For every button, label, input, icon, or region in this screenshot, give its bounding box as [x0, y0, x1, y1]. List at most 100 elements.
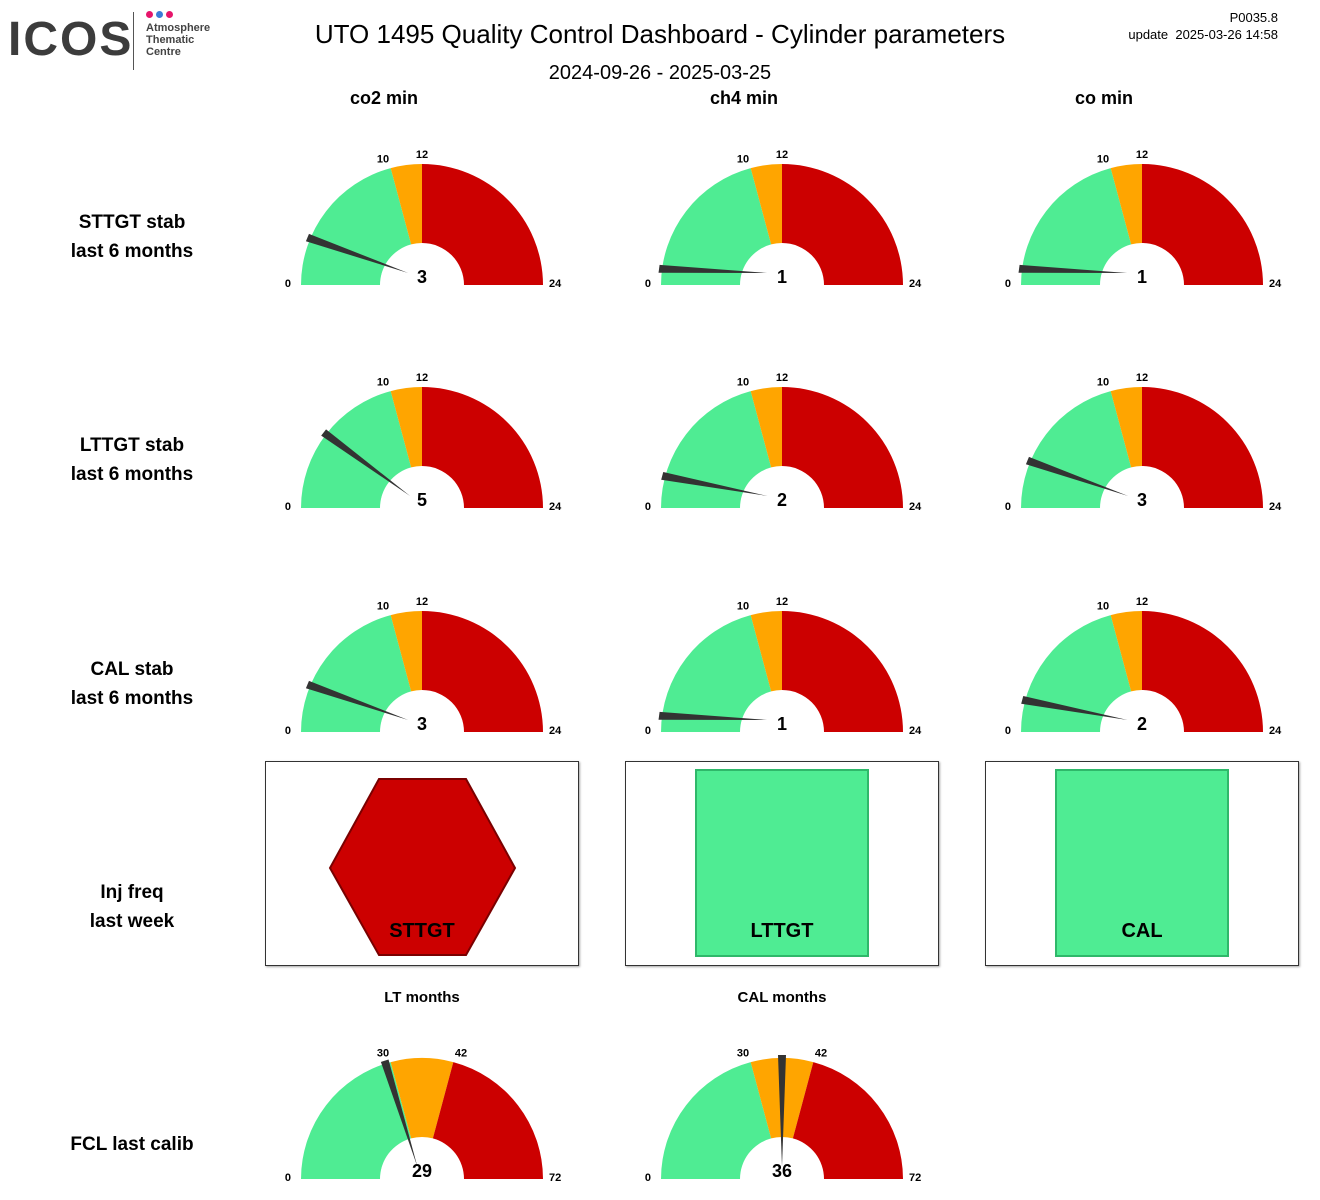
- gauge-orange-band: [390, 387, 422, 468]
- page-title: UTO 1495 Quality Control Dashboard - Cyl…: [314, 19, 1006, 49]
- gauge-needle: [380, 1059, 418, 1167]
- gauge-tick-green: 10: [737, 153, 749, 165]
- gauge-tick-orange: 12: [416, 596, 428, 608]
- logo-dot: [166, 11, 173, 18]
- gauge-red-band: [422, 164, 543, 285]
- logo-subtitle-line: Centre: [146, 46, 181, 58]
- logo-subtitle-line: Thematic: [146, 34, 195, 46]
- row-label-lttgt: LTTGT stab last 6 months: [32, 431, 232, 489]
- gauge-needle: [658, 711, 768, 720]
- logo-dot: [146, 11, 153, 18]
- row-label-injfreq: Inj freq last week: [32, 878, 232, 936]
- row-label-line: LTTGT stab: [79, 435, 185, 456]
- row-label-sttgt: STTGT stab last 6 months: [32, 208, 232, 266]
- square-status-icon: [1055, 769, 1229, 957]
- gauge-tick-max: 24: [1269, 501, 1282, 513]
- gauge-tick-min: 0: [645, 501, 651, 513]
- gauge-tick-max: 72: [909, 1172, 921, 1184]
- gauge-needle: [661, 472, 768, 496]
- gauge-value: 3: [1137, 490, 1147, 510]
- row-label-line: last 6 months: [70, 688, 194, 709]
- gauge-needle: [658, 264, 768, 273]
- row-label-line: last week: [89, 911, 175, 932]
- gauge-tick-min: 0: [1005, 501, 1011, 513]
- gauge: 0 10 12 24 3: [1005, 372, 1282, 513]
- gauge-green-band: [301, 168, 412, 285]
- gauge-needle: [305, 233, 409, 273]
- logo-dot: [156, 11, 163, 18]
- gauge-tick-orange: 12: [1136, 149, 1148, 161]
- gauge-tick-green: 30: [737, 1047, 749, 1059]
- gauge-tick-min: 0: [1005, 725, 1011, 737]
- gauge-tick-max: 72: [549, 1172, 561, 1184]
- inj-freq-label: CAL: [1121, 920, 1163, 942]
- version-label: P0035.8: [1229, 10, 1278, 25]
- gauge-tick-green: 10: [737, 600, 749, 612]
- gauge-value: 3: [417, 267, 427, 287]
- gauge-orange-band: [1110, 164, 1142, 245]
- gauge-tick-orange: 12: [776, 149, 788, 161]
- gauge-red-band: [432, 1062, 543, 1179]
- gauge: 0 10 12 24 3: [285, 149, 562, 290]
- gauge: 0 30 42 72 36: [645, 1047, 921, 1184]
- gauge-green-band: [1021, 615, 1132, 732]
- gauge-green-band: [661, 391, 772, 508]
- gauge: 0 10 12 24 5: [285, 372, 562, 513]
- gauge-tick-green: 10: [377, 376, 389, 388]
- gauge-green-band: [1021, 168, 1132, 285]
- gauge-tick-max: 24: [1269, 278, 1282, 290]
- column-header-co: co min: [1074, 88, 1133, 108]
- hexagon-status-icon: [328, 778, 517, 956]
- gauge-value: 1: [777, 267, 787, 287]
- gauge-value: 2: [1137, 714, 1147, 734]
- inj-freq-label: STTGT: [389, 920, 455, 942]
- gauge: 0 10 12 24 1: [1005, 149, 1282, 290]
- gauge-value: 36: [772, 1161, 792, 1181]
- gauge-green-band: [301, 615, 412, 732]
- gauge: 0 10 12 24 2: [645, 372, 922, 513]
- row-label-line: CAL stab: [90, 659, 174, 680]
- gauge-value: 5: [417, 490, 427, 510]
- logo-divider: [133, 12, 134, 70]
- gauge-tick-min: 0: [285, 501, 291, 513]
- row-label-cal: CAL stab last 6 months: [32, 655, 232, 713]
- column-header-ch4: ch4 min: [709, 88, 779, 108]
- gauge-tick-min: 0: [645, 1172, 651, 1184]
- gauge-orange-band: [1110, 387, 1142, 468]
- gauge-needle: [1021, 696, 1128, 720]
- column-header-co2: co2 min: [349, 88, 419, 108]
- gauge-green-band: [661, 168, 772, 285]
- gauge: 0 10 12 24 1: [645, 596, 922, 737]
- gauge-tick-min: 0: [285, 725, 291, 737]
- logo-wordmark: ICOS: [8, 13, 134, 66]
- gauge-tick-orange: 12: [1136, 372, 1148, 384]
- gauge-needle: [1018, 264, 1128, 273]
- gauge-tick-orange: 12: [776, 372, 788, 384]
- gauge-tick-min: 0: [1005, 278, 1011, 290]
- row-label-line: last 6 months: [70, 241, 194, 262]
- fcl-gauge-title-cal: CAL months: [737, 989, 827, 1006]
- gauge-tick-orange: 12: [776, 596, 788, 608]
- gauge-green-band: [301, 1062, 412, 1179]
- gauge-orange-band: [390, 611, 422, 692]
- gauge-tick-orange: 12: [416, 149, 428, 161]
- inj-freq-panel-sttgt: STTGT: [265, 761, 579, 966]
- inj-freq-panel-lttgt: LTTGT: [625, 761, 939, 966]
- logo-subtitle: Atmosphere Thematic Centre: [146, 22, 210, 58]
- gauge-orange-band: [1110, 611, 1142, 692]
- gauge-tick-orange: 12: [1136, 596, 1148, 608]
- gauge-red-band: [792, 1062, 903, 1179]
- gauge-green-band: [1021, 391, 1132, 508]
- gauge-value: 2: [777, 490, 787, 510]
- gauge-red-band: [1142, 611, 1263, 732]
- gauge-value: 29: [412, 1161, 432, 1181]
- gauge-tick-max: 24: [549, 725, 562, 737]
- gauge-red-band: [422, 387, 543, 508]
- row-label-fcl: FCL last calib: [32, 1130, 232, 1159]
- gauge: 0 10 12 24 2: [1005, 596, 1282, 737]
- gauge-needle: [321, 429, 411, 496]
- gauge-tick-max: 24: [909, 278, 922, 290]
- row-label-line: FCL last calib: [70, 1134, 194, 1155]
- gauge: 0 10 12 24 1: [645, 149, 922, 290]
- gauge-orange-band: [750, 164, 782, 245]
